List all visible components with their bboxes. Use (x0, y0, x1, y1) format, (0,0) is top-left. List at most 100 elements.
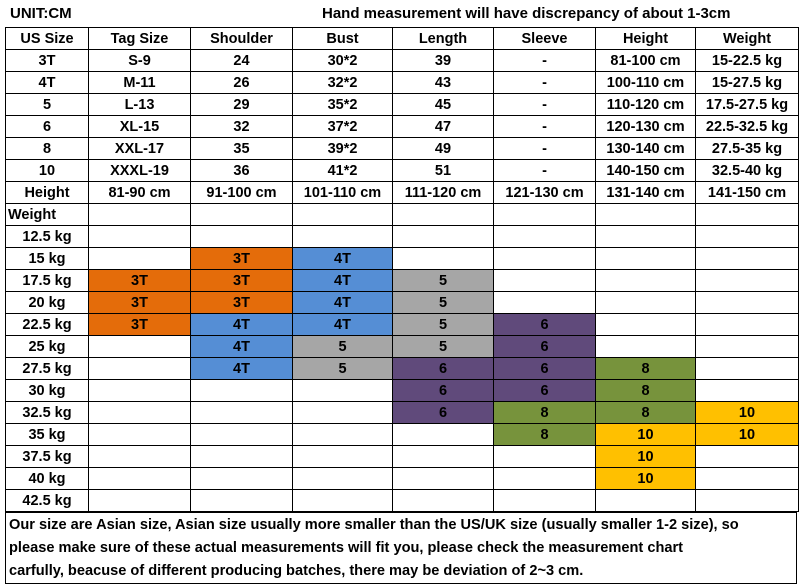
empty-cell (595, 291, 696, 314)
empty-cell (493, 467, 596, 490)
size-cell: 5 (392, 269, 494, 292)
empty-cell (695, 269, 799, 292)
cell: M-11 (88, 71, 191, 94)
empty-cell (493, 291, 596, 314)
empty-cell (292, 401, 393, 424)
weight-row: 17.5 kg 3T 3T 4T 5 (5, 269, 799, 292)
size-cell: 5 (292, 357, 393, 380)
empty-cell (88, 203, 191, 226)
cell: 17.5-27.5 kg (695, 93, 799, 116)
empty-cell (695, 313, 799, 336)
weight-label: 20 kg (5, 291, 89, 314)
weight-label: 15 kg (5, 247, 89, 270)
cell: XL-15 (88, 115, 191, 138)
cell: 15-22.5 kg (695, 49, 799, 72)
weight-row: 30 kg 6 6 8 (5, 379, 799, 402)
size-cell: 10 (595, 467, 696, 490)
cell: - (493, 71, 596, 94)
size-cell: 10 (595, 445, 696, 468)
cell: - (493, 49, 596, 72)
empty-cell (493, 247, 596, 270)
empty-cell (190, 225, 293, 248)
height-row: Height 81-90 cm 91-100 cm 101-110 cm 111-120… (5, 181, 799, 204)
empty-cell (88, 225, 191, 248)
cell: 4T (5, 71, 89, 94)
size-cell: 6 (392, 357, 494, 380)
weight-label: 40 kg (5, 467, 89, 490)
row-label: Weight (5, 203, 89, 226)
weight-row: 40 kg 10 (5, 467, 799, 490)
cell: 47 (392, 115, 494, 138)
empty-cell (88, 335, 191, 358)
empty-cell (392, 225, 494, 248)
cell: 110-120 cm (595, 93, 696, 116)
weight-row: 32.5 kg 6 8 8 10 (5, 401, 799, 424)
empty-cell (695, 357, 799, 380)
cell: 5 (5, 93, 89, 116)
weight-row: 35 kg 8 10 10 (5, 423, 799, 446)
empty-cell (695, 291, 799, 314)
column-header: Bust (292, 27, 393, 50)
cell: 27.5-35 kg (695, 137, 799, 160)
empty-cell (695, 489, 799, 512)
weight-row: 25 kg 4T 5 5 6 (5, 335, 799, 358)
cell: 51 (392, 159, 494, 182)
empty-cell (190, 445, 293, 468)
empty-cell (392, 445, 494, 468)
empty-cell (88, 401, 191, 424)
height-header: 141-150 cm (695, 181, 799, 204)
cell: XXL-17 (88, 137, 191, 160)
empty-cell (695, 247, 799, 270)
empty-cell (493, 225, 596, 248)
weight-label: 32.5 kg (5, 401, 89, 424)
cell: 32*2 (292, 71, 393, 94)
size-cell: 5 (392, 313, 494, 336)
empty-cell (88, 423, 191, 446)
cell: 37*2 (292, 115, 393, 138)
empty-cell (88, 489, 191, 512)
column-header: Height (595, 27, 696, 50)
empty-cell (88, 379, 191, 402)
empty-cell (595, 247, 696, 270)
size-row: 6 XL-15 32 37*2 47-120-130 cm 22.5-32.5 kg (5, 115, 799, 138)
empty-cell (190, 401, 293, 424)
weight-row: 42.5 kg (5, 489, 799, 512)
height-header: 81-90 cm (88, 181, 191, 204)
cell: - (493, 137, 596, 160)
size-cell: 4T (190, 313, 293, 336)
size-row: 4T M-11 26 32*2 43-100-110 cm 15-27.5 kg (5, 71, 799, 94)
empty-cell (595, 203, 696, 226)
size-cell: 4T (292, 291, 393, 314)
height-header: 131-140 cm (595, 181, 696, 204)
height-header: 91-100 cm (190, 181, 293, 204)
size-cell: 8 (595, 379, 696, 402)
weight-row: 27.5 kg 4T 5 6 6 8 (5, 357, 799, 380)
column-header: Length (392, 27, 494, 50)
cell: 81-100 cm (595, 49, 696, 72)
height-header: 111-120 cm (392, 181, 494, 204)
empty-cell (190, 203, 293, 226)
cell: 43 (392, 71, 494, 94)
cell: 29 (190, 93, 293, 116)
empty-cell (292, 467, 393, 490)
cell: 24 (190, 49, 293, 72)
size-cell: 8 (493, 423, 596, 446)
cell: 32.5-40 kg (695, 159, 799, 182)
size-cell: 6 (392, 401, 494, 424)
empty-cell (190, 379, 293, 402)
header-row: US Size Tag Size Shoulder Bust Length Sleeve H… (5, 27, 799, 50)
empty-cell (695, 445, 799, 468)
empty-cell (695, 379, 799, 402)
size-row: 8 XXL-17 35 39*2 49-130-140 cm 27.5-35 kg (5, 137, 799, 160)
empty-cell (292, 379, 393, 402)
footer-line: please make sure of these actual measure… (9, 540, 684, 556)
size-cell: 3T (190, 291, 293, 314)
empty-cell (190, 467, 293, 490)
empty-cell (292, 445, 393, 468)
cell: 140-150 cm (595, 159, 696, 182)
weight-label: 17.5 kg (5, 269, 89, 292)
weight-label: 25 kg (5, 335, 89, 358)
cell: 120-130 cm (595, 115, 696, 138)
empty-cell (88, 445, 191, 468)
